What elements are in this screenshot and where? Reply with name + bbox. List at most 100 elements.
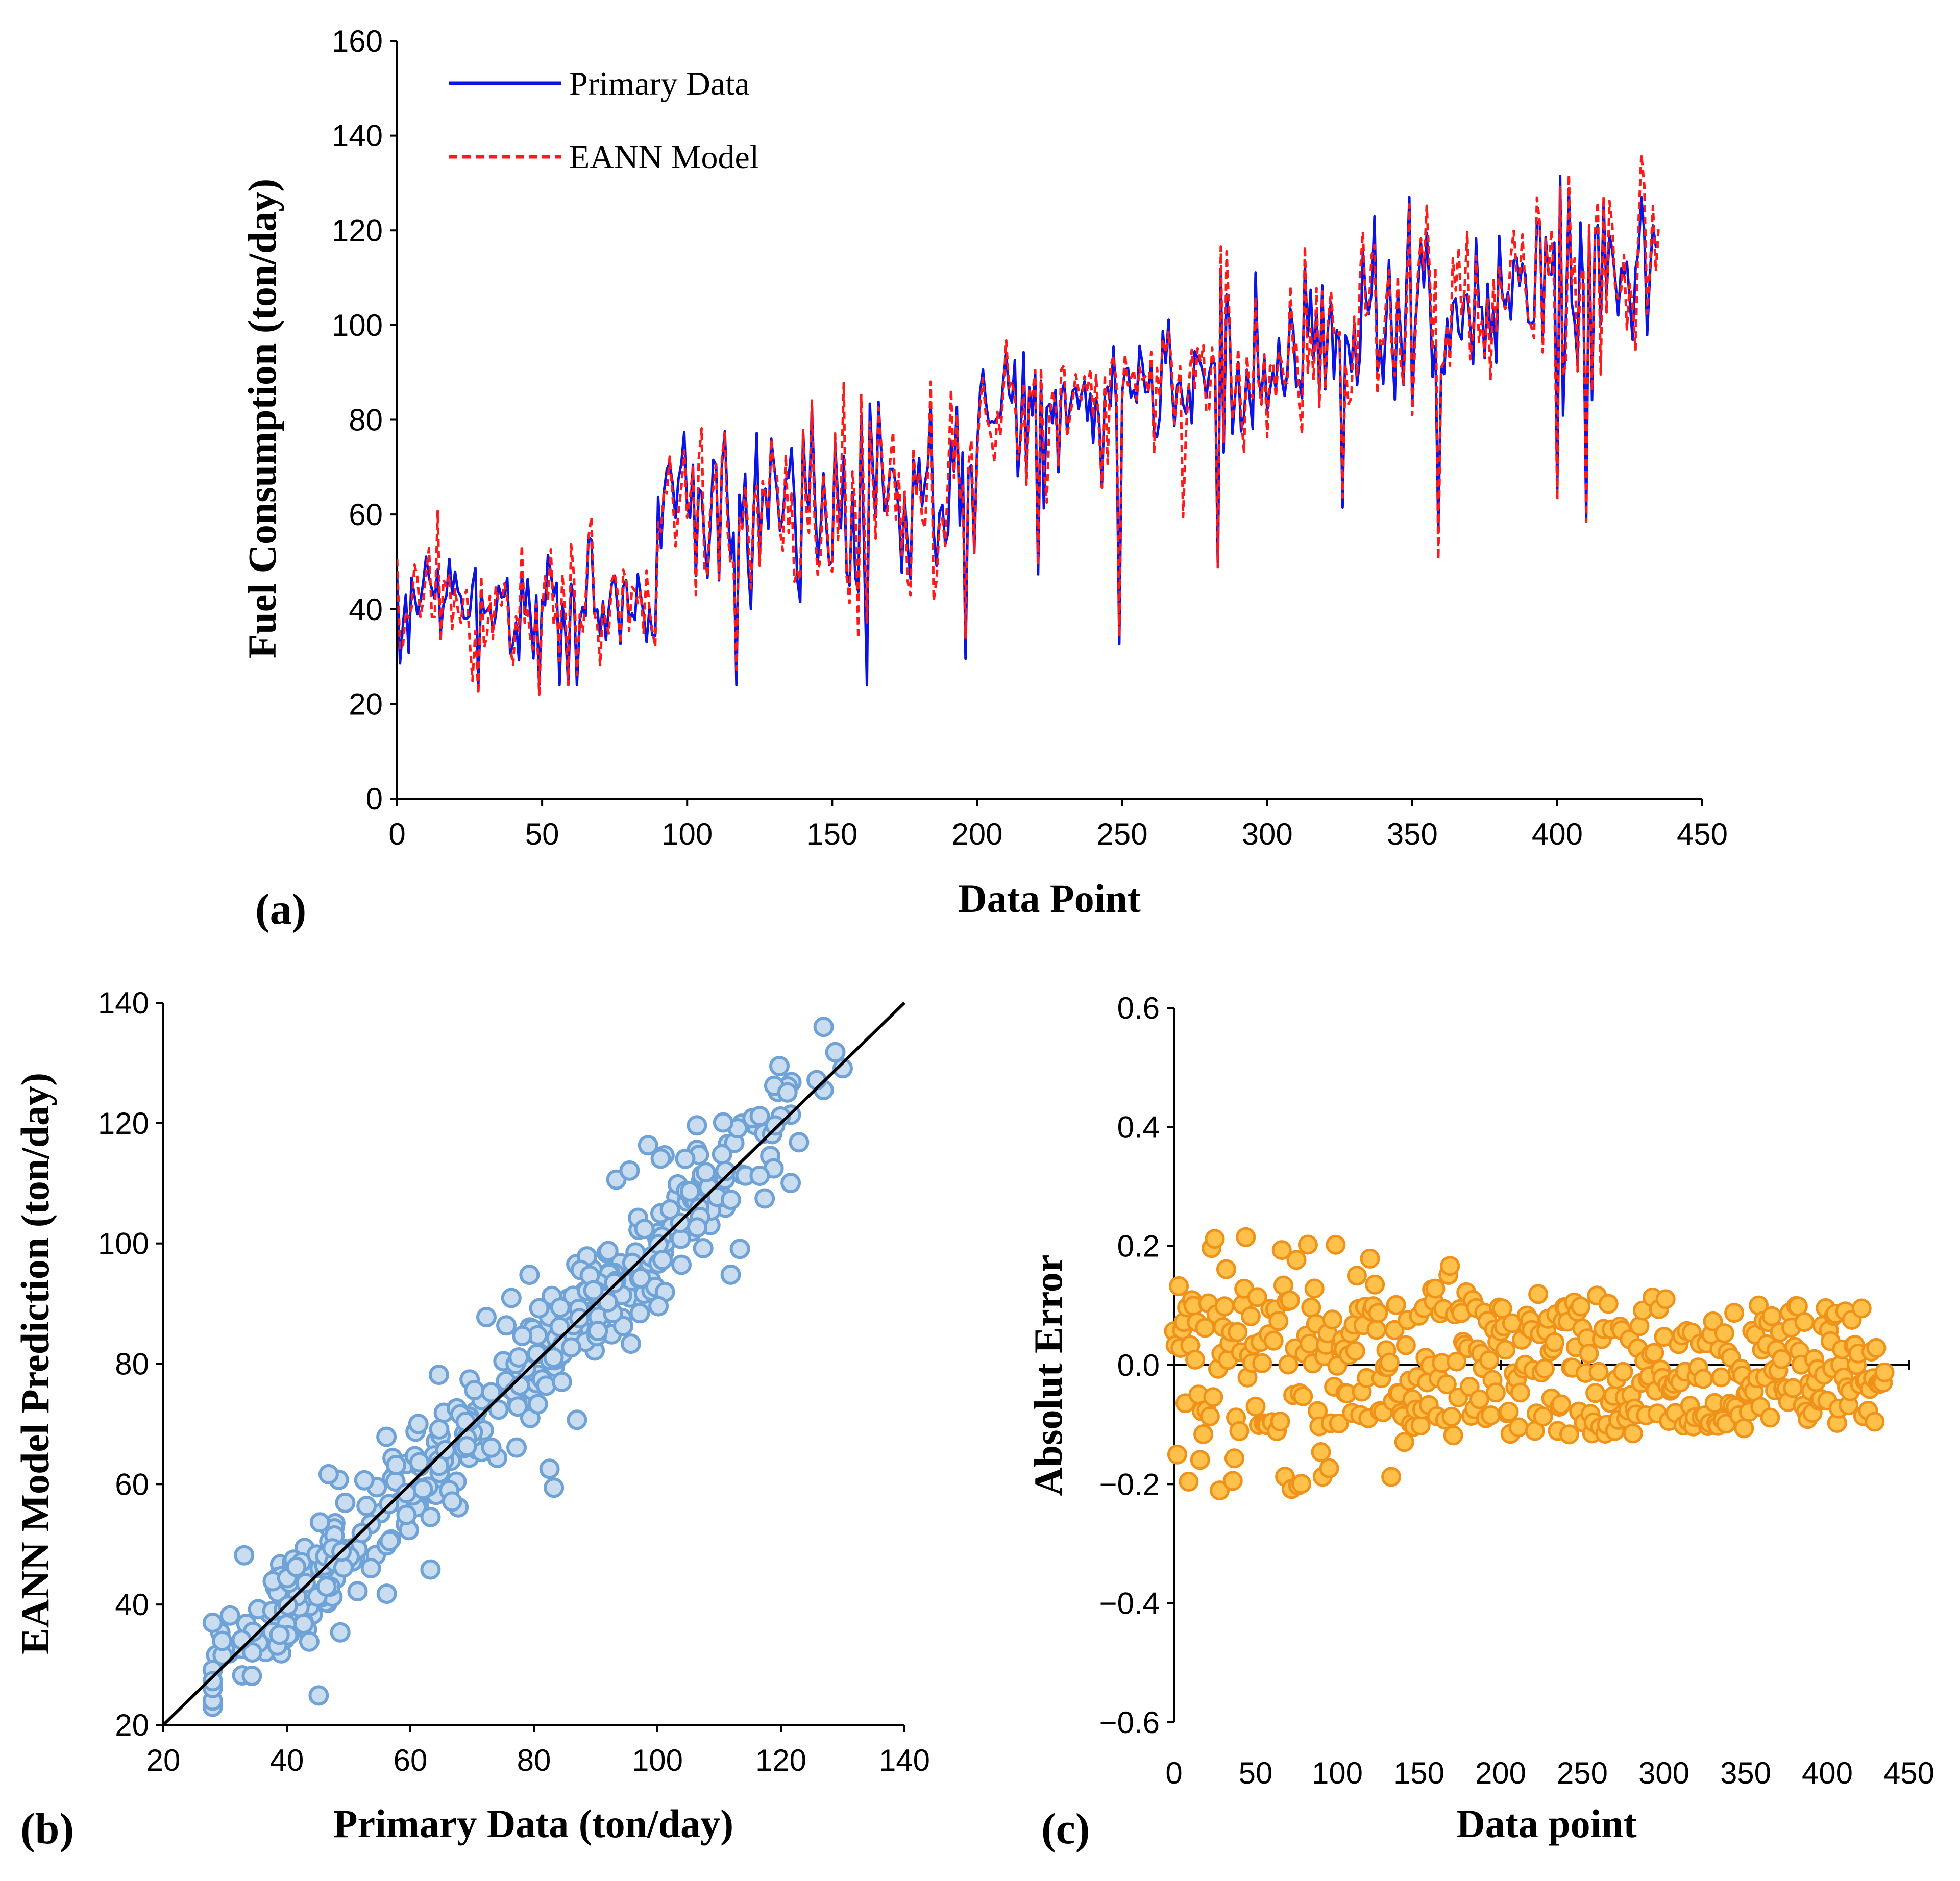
c-point	[1360, 1248, 1380, 1269]
b-ytick-label: 100	[98, 1227, 149, 1261]
b-point	[825, 1042, 846, 1062]
c-point	[1545, 1332, 1565, 1352]
b-point	[551, 1371, 572, 1392]
c-point	[1346, 1266, 1367, 1286]
c-point	[1228, 1322, 1248, 1342]
b-point	[202, 1671, 223, 1692]
b-point	[356, 1496, 377, 1517]
c-point	[1629, 1316, 1650, 1336]
c-point	[1579, 1344, 1599, 1364]
a-xtick-label: 250	[1097, 817, 1148, 851]
c-point	[1304, 1278, 1325, 1299]
b-point	[476, 1307, 497, 1327]
c-point	[1311, 1442, 1331, 1462]
c-point	[1210, 1480, 1230, 1501]
c-point	[1481, 1405, 1501, 1425]
a-xtick-label: 150	[806, 817, 857, 851]
c-point	[1169, 1276, 1189, 1296]
b-point	[442, 1491, 462, 1512]
b-point	[583, 1280, 604, 1301]
a-xtick-label: 200	[951, 817, 1002, 851]
b-point	[308, 1685, 329, 1706]
c-point	[1329, 1413, 1349, 1433]
c-point	[1551, 1394, 1571, 1415]
b-point	[715, 1160, 736, 1181]
c-xtick-label: 150	[1393, 1756, 1444, 1790]
c-point	[1534, 1358, 1555, 1379]
b-point	[780, 1173, 801, 1194]
c-point	[1271, 1240, 1292, 1260]
c-ytick-label: −0.6	[1099, 1705, 1160, 1740]
b-point	[550, 1297, 571, 1318]
b-point	[241, 1666, 262, 1686]
b-point	[481, 1437, 502, 1458]
a-ytick-label: 40	[349, 592, 383, 627]
c-point	[1205, 1229, 1225, 1249]
b-point	[549, 1317, 570, 1338]
panel-a-label: (a)	[255, 884, 306, 933]
c-point	[1714, 1323, 1734, 1344]
c-point	[1851, 1298, 1872, 1319]
c-xtick-label: 50	[1239, 1756, 1273, 1790]
c-y-axis-label: Absolut Error	[1026, 1254, 1070, 1496]
c-point	[1559, 1424, 1579, 1445]
b-xtick-label: 120	[755, 1743, 806, 1777]
c-point	[1293, 1386, 1313, 1406]
c-point	[1270, 1412, 1290, 1432]
a-xtick-label: 0	[388, 817, 405, 851]
c-point	[1533, 1406, 1553, 1427]
b-point	[488, 1399, 509, 1420]
c-point	[1167, 1444, 1187, 1465]
c-point	[1874, 1362, 1895, 1382]
b-xtick-label: 20	[146, 1743, 181, 1777]
c-point	[1278, 1354, 1298, 1375]
b-point	[806, 1070, 827, 1091]
c-point	[1326, 1234, 1346, 1255]
b-point	[543, 1347, 564, 1368]
b-point	[354, 1470, 375, 1491]
c-point	[1598, 1294, 1619, 1314]
legend-primary-label: Primary Data	[569, 65, 750, 103]
c-point	[1245, 1396, 1266, 1417]
b-point	[456, 1436, 477, 1457]
c-point	[1588, 1362, 1609, 1382]
c-point	[1300, 1333, 1320, 1354]
a-xtick-label: 350	[1387, 817, 1438, 851]
c-point	[1469, 1389, 1489, 1409]
c-point	[1229, 1421, 1250, 1441]
a-x-axis-label: Data Point	[958, 876, 1141, 921]
c-xtick-label: 400	[1802, 1756, 1853, 1790]
b-point	[347, 1581, 368, 1602]
b-point	[621, 1333, 641, 1354]
b-point	[316, 1576, 337, 1597]
b-point	[501, 1288, 522, 1308]
c-point	[1193, 1424, 1214, 1444]
c-ytick-label: −0.2	[1099, 1467, 1160, 1501]
b-point	[652, 1250, 673, 1270]
c-point	[1297, 1234, 1318, 1255]
b-y-axis-label: EANN Model Prediction (ton/day)	[13, 1073, 57, 1654]
c-xtick-label: 450	[1883, 1756, 1934, 1790]
a-xtick-label: 450	[1677, 817, 1728, 851]
b-point	[749, 1106, 770, 1127]
b-point	[212, 1630, 233, 1651]
c-point	[1508, 1417, 1529, 1438]
a-ytick-label: 140	[332, 119, 383, 153]
b-point	[598, 1241, 619, 1261]
b-point	[512, 1325, 533, 1346]
b-point	[769, 1056, 790, 1076]
c-x-axis-label: Data point	[1456, 1801, 1636, 1846]
c-xtick-label: 200	[1475, 1756, 1526, 1790]
c-xtick-label: 300	[1638, 1756, 1689, 1790]
b-point	[754, 1188, 775, 1209]
c-point	[1236, 1227, 1256, 1247]
b-point	[330, 1622, 351, 1643]
b-point	[506, 1437, 527, 1458]
panel-b-label: (b)	[20, 1804, 74, 1853]
c-ytick-label: 0.2	[1117, 1229, 1160, 1264]
a-y-axis-label: Fuel Consumption (ton/day)	[240, 179, 284, 659]
b-point	[567, 1409, 587, 1430]
b-point	[749, 1166, 770, 1186]
b-point	[242, 1642, 263, 1663]
